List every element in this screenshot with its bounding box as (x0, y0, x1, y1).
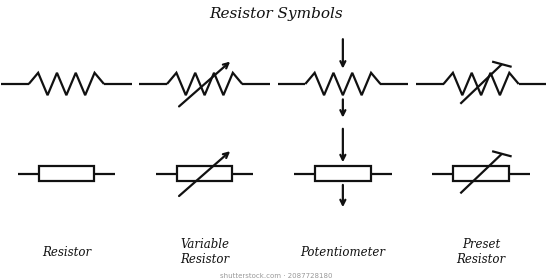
Text: Preset
Resistor: Preset Resistor (457, 238, 505, 266)
Bar (453, 166, 509, 181)
Text: Potentiometer: Potentiometer (300, 246, 385, 258)
Text: shutterstock.com · 2087728180: shutterstock.com · 2087728180 (220, 273, 333, 279)
Text: Resistor: Resistor (42, 246, 91, 258)
Text: Variable
Resistor: Variable Resistor (180, 238, 229, 266)
Bar (315, 166, 371, 181)
Bar (177, 166, 232, 181)
Text: Resistor Symbols: Resistor Symbols (210, 7, 343, 21)
Bar (39, 166, 94, 181)
